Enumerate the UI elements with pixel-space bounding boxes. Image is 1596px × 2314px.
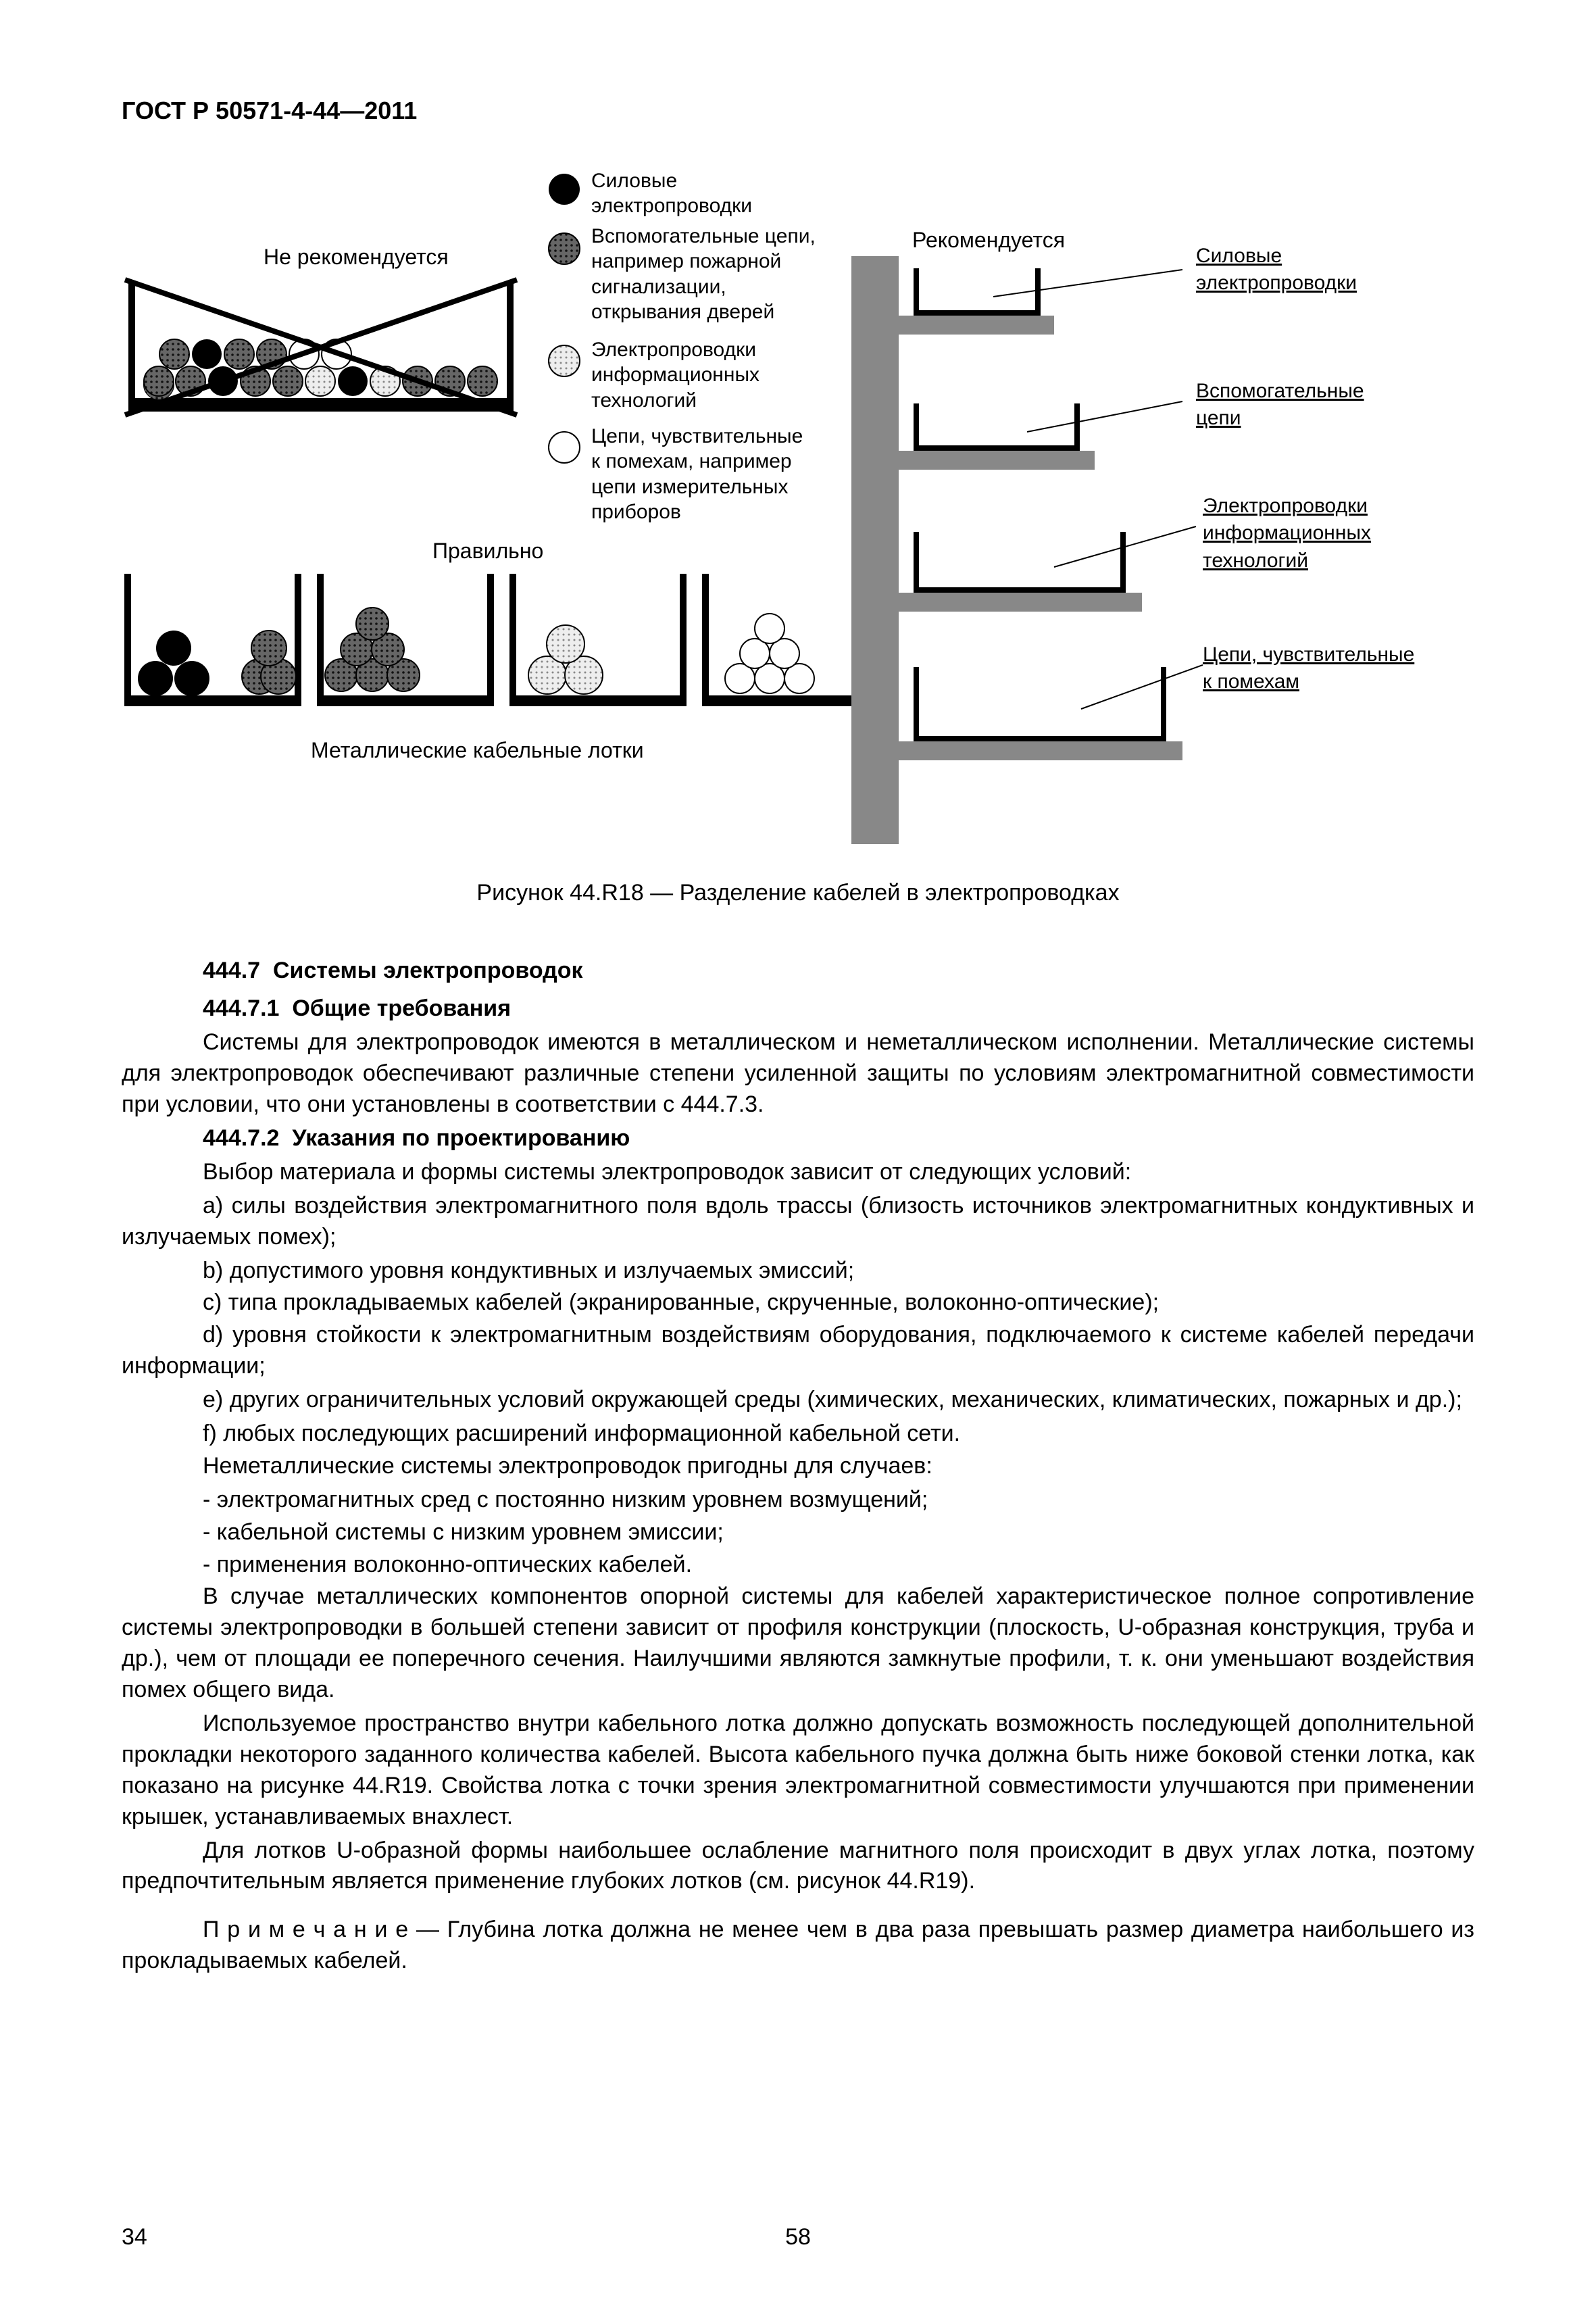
heading-title: Указания по проектированию: [292, 1125, 630, 1151]
item-f: f) любых последующих расширений информац…: [203, 1419, 1474, 1450]
shelf-structure: [851, 256, 1230, 851]
legend-swatch-aux: [547, 232, 581, 266]
right-label-power: Силовые электропроводки: [1196, 243, 1357, 297]
label-recommended: Рекомендуется: [912, 226, 1065, 255]
page-number-left: 34: [122, 2222, 147, 2253]
legend-it: Электропроводки информационных технологи…: [591, 337, 759, 414]
heading-title: Общие требования: [292, 995, 511, 1021]
legend-swatch-it: [547, 344, 581, 378]
para-s72-1: Выбор материала и формы системы электроп…: [122, 1157, 1474, 1188]
legend-aux: Вспомогательные цепи, например пожарной …: [591, 224, 816, 325]
legend-swatch-sensitive: [547, 430, 581, 464]
tray-correct-2: [314, 567, 497, 729]
legend-swatch-power: [547, 172, 581, 206]
tray-caption: Металлические кабельные лотки: [311, 736, 644, 765]
para-s71-1: Системы для электропроводок имеются в ме…: [122, 1027, 1474, 1121]
item-b: b) допустимого уровня кондуктивных и изл…: [203, 1256, 1474, 1287]
page-number-center: 58: [785, 2222, 811, 2253]
heading-num: 444.7.2: [203, 1125, 279, 1151]
right-label-it: Электропроводки информационных технологи…: [1203, 493, 1371, 575]
heading-444-7: 444.7 Системы электропроводок: [203, 956, 1474, 987]
item-d: d) уровня стойкости к электромагнитным в…: [122, 1320, 1474, 1382]
note-label: П р и м е ч а н и е: [203, 1917, 408, 1942]
right-label-sensitive: Цепи, чувствительные к помехам: [1203, 641, 1414, 696]
dash-3: - применения волоконно-оптических кабеле…: [203, 1550, 1474, 1581]
item-a: a) силы воздействия электромагнитного по…: [122, 1191, 1474, 1253]
para-s72-2: Неметаллические системы электропроводок …: [122, 1451, 1474, 1482]
figure-r18: Не рекомендуется: [122, 168, 1474, 851]
heading-num: 444.7: [203, 958, 260, 983]
para-s72-3: В случае металлических компонентов опорн…: [122, 1581, 1474, 1706]
label-not-recommended: Не рекомендуется: [264, 243, 449, 272]
heading-444-7-1: 444.7.1 Общие требования: [203, 993, 1474, 1025]
heading-num: 444.7.1: [203, 995, 279, 1021]
document-header: ГОСТ Р 50571-4-44—2011: [122, 95, 1474, 128]
dash-2: - кабельной системы с низким уровнем эми…: [203, 1517, 1474, 1548]
para-s72-5: Для лотков U-образной формы наибольшее о…: [122, 1836, 1474, 1898]
heading-title: Системы электропроводок: [273, 958, 583, 983]
label-correct: Правильно: [432, 537, 543, 566]
dash-1: - электромагнитных сред с постоянно низк…: [203, 1485, 1474, 1516]
item-c: c) типа прокладываемых кабелей (экраниро…: [203, 1287, 1474, 1319]
para-s72-4: Используемое пространство внутри кабельн…: [122, 1708, 1474, 1833]
tray-correct-3: [507, 567, 689, 729]
legend-sensitive: Цепи, чувствительные к помехам, например…: [591, 424, 803, 525]
item-e: e) других ограничительных условий окружа…: [122, 1385, 1474, 1416]
heading-444-7-2: 444.7.2 Указания по проектированию: [203, 1123, 1474, 1154]
tray-correct-1: [122, 567, 304, 729]
figure-caption: Рисунок 44.R18 — Разделение кабелей в эл…: [122, 878, 1474, 909]
note: П р и м е ч а н и е — Глубина лотка долж…: [122, 1915, 1474, 1977]
tray-not-recommended: [122, 276, 520, 439]
legend-power: Силовые электропроводки: [591, 168, 752, 219]
right-label-aux: Вспомогательные цепи: [1196, 378, 1364, 433]
